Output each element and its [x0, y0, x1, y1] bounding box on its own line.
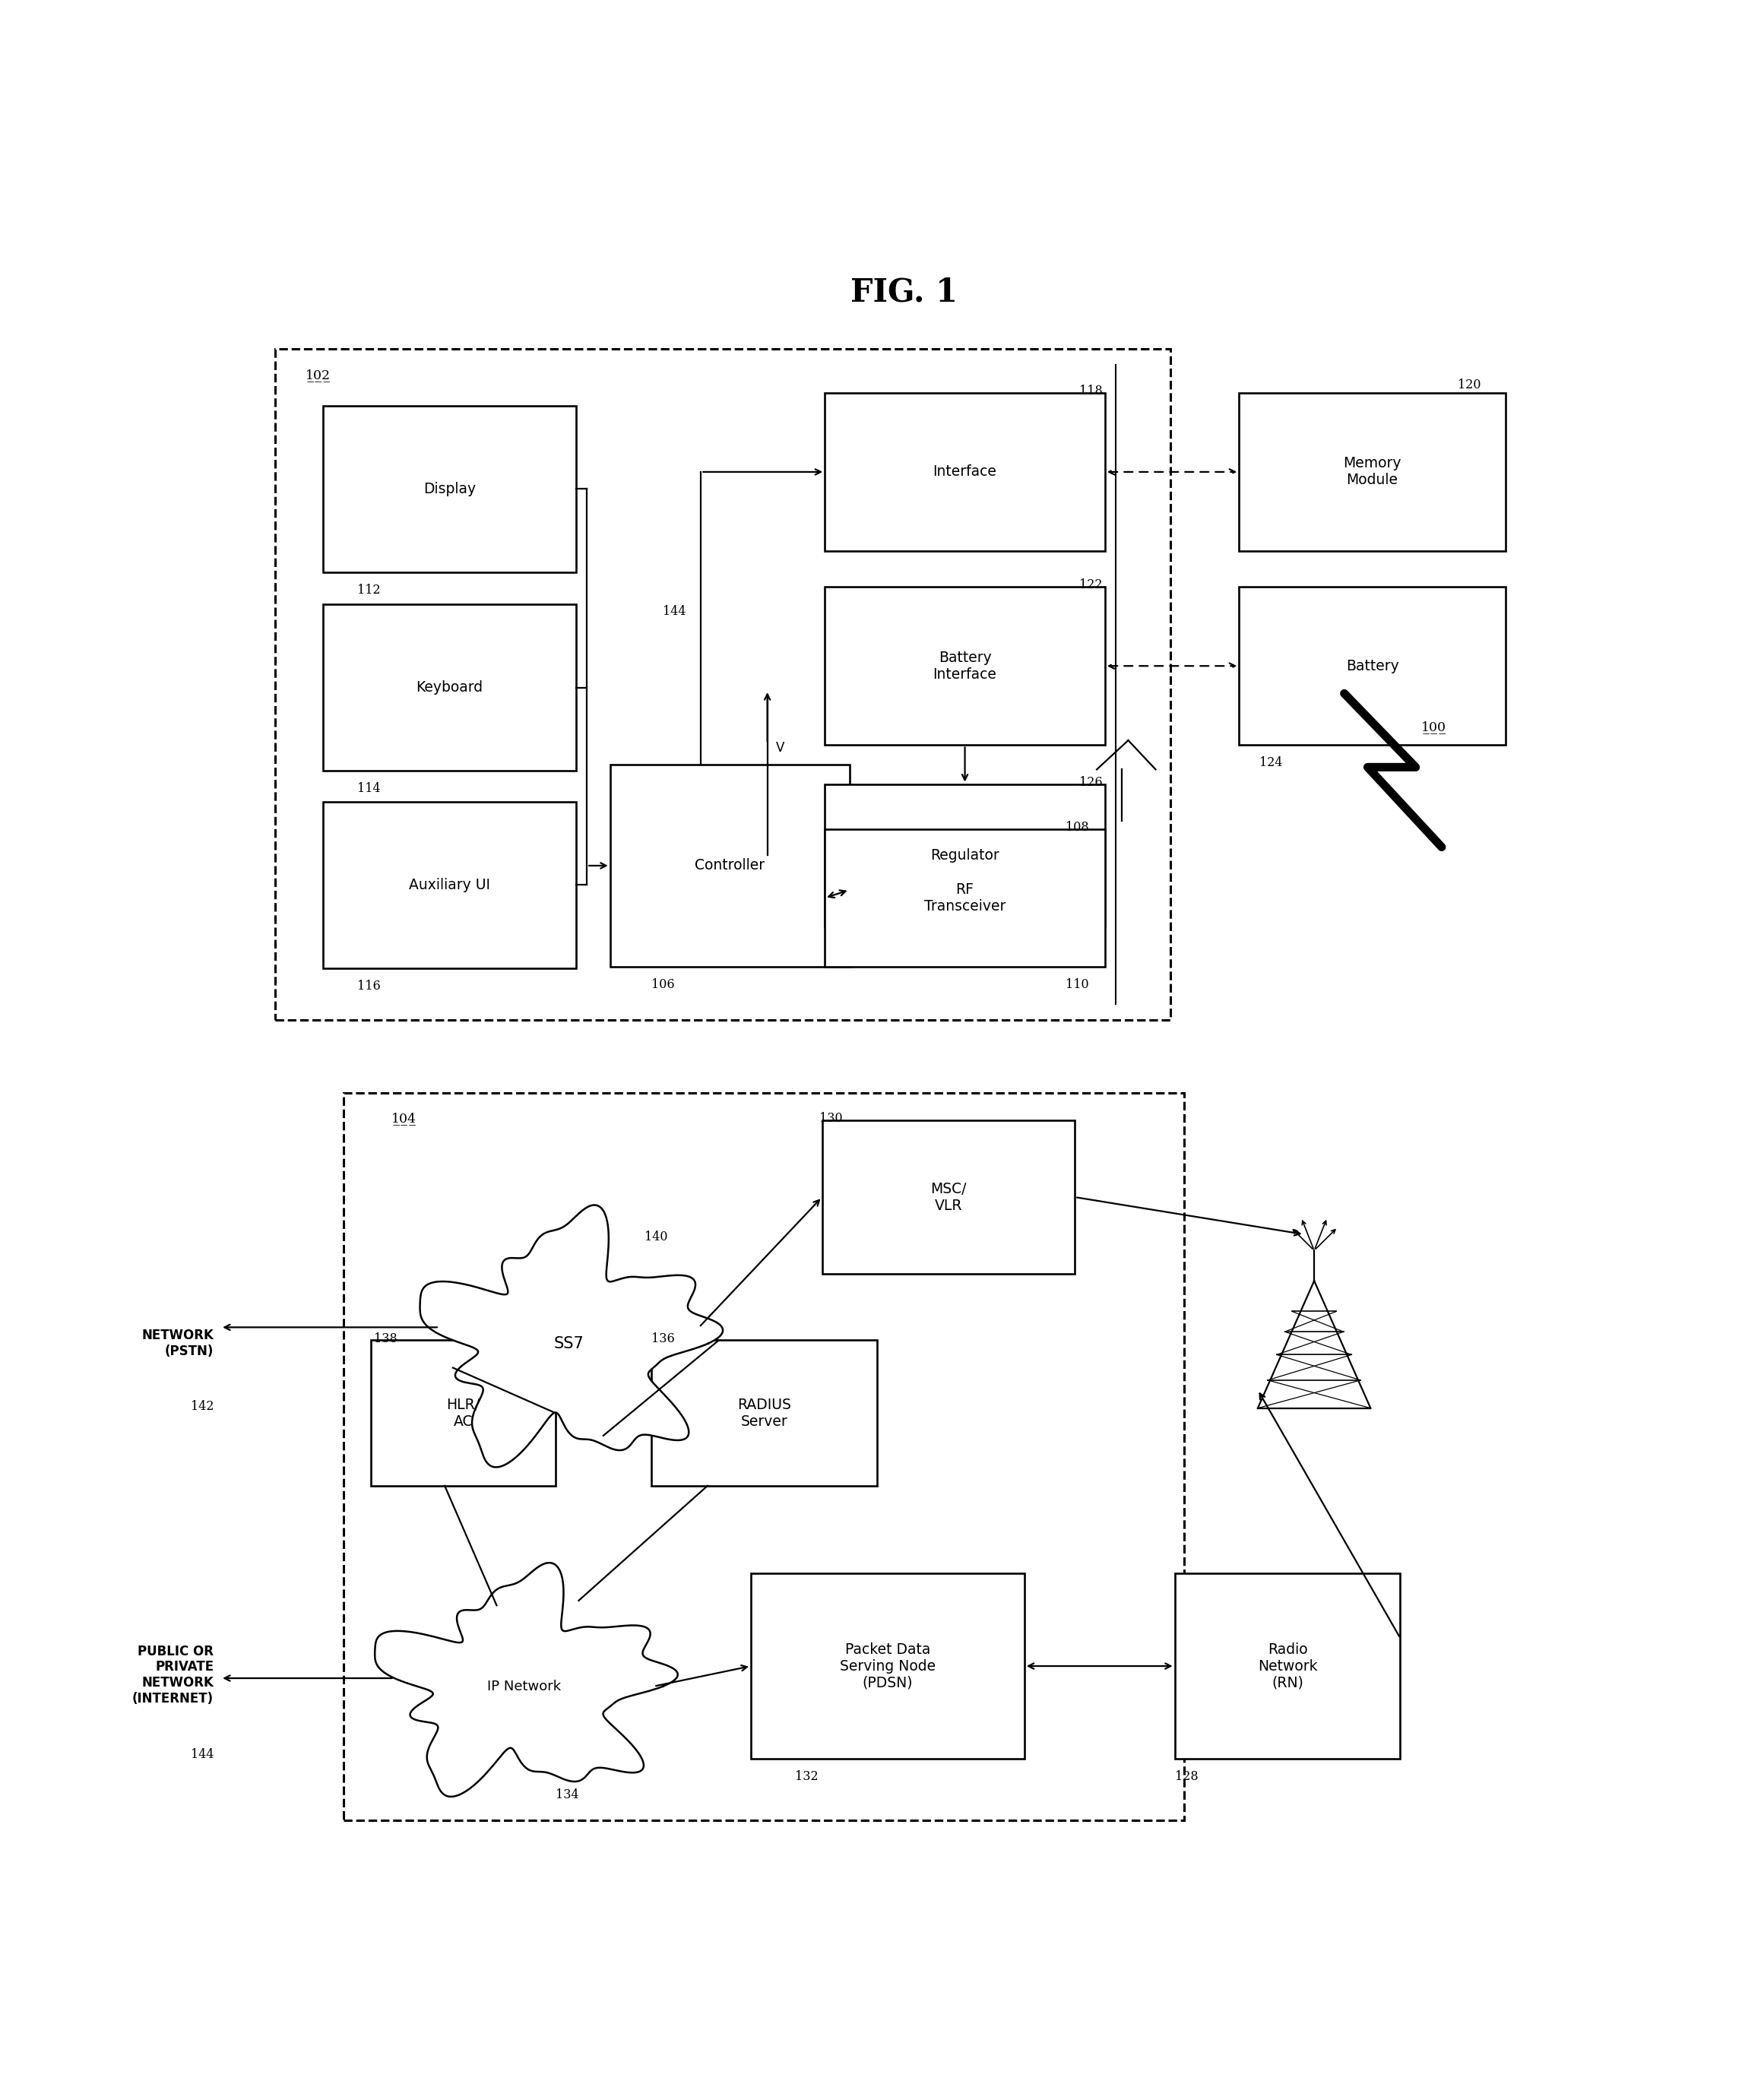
Text: RADIUS
Server: RADIUS Server	[737, 1397, 790, 1428]
Bar	[323, 605, 575, 771]
Text: RF
Transceiver: RF Transceiver	[924, 882, 1005, 914]
Bar	[370, 1340, 556, 1487]
Text: Display: Display	[423, 481, 476, 496]
Bar	[651, 1340, 877, 1487]
Bar	[323, 802, 575, 968]
Text: 108: 108	[1065, 821, 1088, 834]
Bar	[826, 830, 1104, 966]
Text: 132: 132	[794, 1770, 818, 1783]
Polygon shape	[420, 1205, 723, 1468]
Text: Battery: Battery	[1346, 659, 1399, 674]
Text: 136: 136	[651, 1331, 674, 1346]
Bar	[826, 783, 1104, 926]
Bar	[1238, 393, 1506, 550]
Bar	[826, 393, 1104, 550]
Bar	[1175, 1573, 1401, 1760]
Bar	[344, 1092, 1184, 1821]
Text: IP Network: IP Network	[487, 1680, 561, 1693]
Text: 106: 106	[651, 979, 674, 991]
Text: V: V	[776, 741, 785, 754]
Bar	[275, 349, 1171, 1021]
Text: 120: 120	[1457, 378, 1482, 391]
Text: FIG. 1: FIG. 1	[850, 277, 958, 309]
Text: 144: 144	[663, 605, 686, 617]
Text: 134: 134	[556, 1789, 579, 1802]
Text: 110: 110	[1065, 979, 1088, 991]
Bar	[822, 1119, 1074, 1275]
Text: 1̲0̲0̲: 1̲0̲0̲	[1420, 720, 1446, 733]
Text: 144: 144	[191, 1747, 213, 1760]
Bar	[751, 1573, 1025, 1760]
Text: Radio
Network
(RN): Radio Network (RN)	[1258, 1642, 1318, 1691]
Text: Battery
Interface: Battery Interface	[933, 651, 997, 682]
Bar	[323, 405, 575, 571]
Text: PUBLIC OR
PRIVATE
NETWORK
(INTERNET): PUBLIC OR PRIVATE NETWORK (INTERNET)	[132, 1644, 213, 1705]
Text: MSC/
VLR: MSC/ VLR	[930, 1182, 967, 1212]
Text: 126: 126	[1080, 775, 1102, 790]
Text: 142: 142	[191, 1401, 213, 1413]
Text: 118: 118	[1080, 384, 1102, 397]
Text: 1̲0̲4̲: 1̲0̲4̲	[392, 1113, 416, 1126]
Text: Controller: Controller	[695, 859, 766, 874]
Text: 1̲0̲2̲: 1̲0̲2̲	[305, 368, 330, 382]
Bar	[826, 586, 1104, 746]
Text: 124: 124	[1259, 756, 1282, 769]
Text: SS7: SS7	[554, 1336, 584, 1350]
Text: Keyboard: Keyboard	[416, 680, 483, 695]
Text: Interface: Interface	[933, 464, 997, 479]
Text: Regulator: Regulator	[930, 848, 1000, 863]
Text: 116: 116	[356, 979, 381, 993]
Text: Memory
Module: Memory Module	[1342, 456, 1401, 487]
Text: 114: 114	[356, 783, 381, 796]
Text: 138: 138	[374, 1331, 397, 1346]
Text: 122: 122	[1080, 580, 1102, 592]
Polygon shape	[374, 1562, 677, 1798]
Text: 130: 130	[818, 1113, 843, 1126]
Bar	[610, 764, 848, 966]
Text: 128: 128	[1175, 1770, 1198, 1783]
Text: Auxiliary UI: Auxiliary UI	[409, 878, 490, 893]
Text: 140: 140	[644, 1231, 667, 1243]
Bar	[1238, 586, 1506, 746]
Text: NETWORK
(PSTN): NETWORK (PSTN)	[141, 1329, 213, 1359]
Text: Packet Data
Serving Node
(PDSN): Packet Data Serving Node (PDSN)	[840, 1642, 935, 1691]
Text: 112: 112	[356, 584, 381, 596]
Text: HLR/
AC: HLR/ AC	[446, 1397, 480, 1428]
